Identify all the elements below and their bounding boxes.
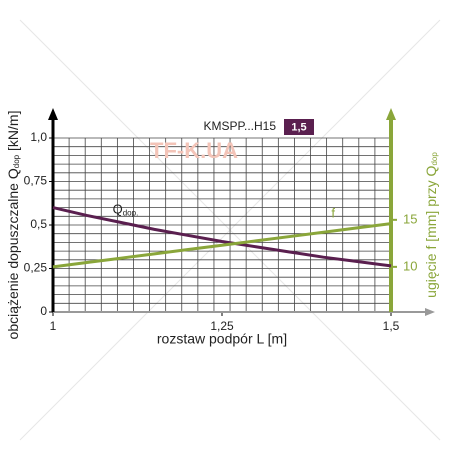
x-tick-label: 1: [50, 319, 57, 333]
series-name: Q: [113, 202, 123, 217]
watermark: TF-K.UA: [150, 138, 238, 163]
badge-box: [284, 119, 314, 135]
y2-label-sub: dop: [430, 152, 439, 166]
y2-tick-label: 15: [403, 211, 417, 226]
y-axis-arrow: [48, 108, 58, 120]
grid: [52, 137, 392, 313]
y-tick-label: 0,25: [24, 261, 48, 275]
series-line: [52, 206, 392, 268]
x-tick-label: 1,5: [383, 319, 400, 333]
y2-axis-arrow: [386, 108, 396, 120]
y-tick-label: 1,0: [30, 130, 47, 144]
y2-axis-label: ugięcie f [mm] przy Qdop: [423, 152, 439, 298]
y-tick-label: 0: [40, 304, 47, 318]
y2-label-main: ugięcie f [mm] przy Q: [423, 165, 439, 297]
x-axis-arrow: [425, 308, 435, 316]
y-label-main: obciążenie dopuszczalne Q: [5, 168, 21, 339]
y-tick-label: 0,5: [30, 217, 47, 231]
y2-tick-label: 10: [403, 258, 417, 273]
y-axis-label: obciążenie dopuszczalne Qdop [kN/m]: [5, 111, 21, 340]
y-label-unit: [kN/m]: [5, 111, 21, 155]
x-tick-label: 1,25: [210, 319, 234, 333]
y-label-sub: dop: [12, 154, 21, 168]
series-label: f: [331, 206, 335, 221]
series-label: Qdop.: [113, 202, 139, 218]
x-axis-label: rozstaw podpór L [m]: [157, 331, 287, 347]
chart-title: KMSPP...H15: [204, 119, 277, 133]
y-tick-label: 0,75: [24, 174, 48, 188]
series-line: [52, 222, 392, 269]
series-name-sub: dop.: [123, 208, 139, 217]
badge: 1,5: [291, 121, 306, 133]
